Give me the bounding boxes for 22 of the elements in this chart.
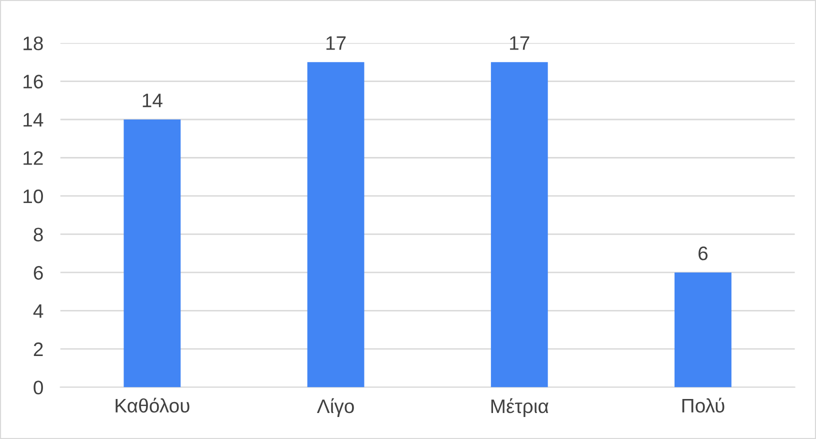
y-tick-label: 2 (34, 342, 43, 356)
y-tick-label: 16 (24, 74, 43, 88)
y-tick-label: 8 (34, 228, 43, 242)
y-tick-label: 14 (24, 113, 44, 127)
y-tick-label: 10 (24, 189, 43, 204)
y-tick-label: 0 (34, 380, 43, 394)
y-tick-label: 12 (24, 151, 43, 165)
data-label: 17 (326, 36, 346, 50)
y-tick-label: 4 (33, 304, 44, 318)
data-label: 17 (510, 36, 530, 50)
x-tick-label: Λίγο (316, 398, 354, 417)
bar (674, 272, 732, 388)
data-label: 6 (698, 246, 708, 260)
bar (124, 120, 181, 388)
x-tick-label: Καθόλου (116, 398, 190, 413)
bar (490, 62, 548, 388)
y-tick-label: 18 (24, 36, 43, 50)
x-tick-label: Μέτρια (491, 398, 548, 417)
x-tick-label: Πολύ (682, 398, 724, 413)
data-label: 14 (142, 94, 162, 108)
y-tick-label: 6 (34, 266, 43, 280)
bar (307, 62, 364, 388)
